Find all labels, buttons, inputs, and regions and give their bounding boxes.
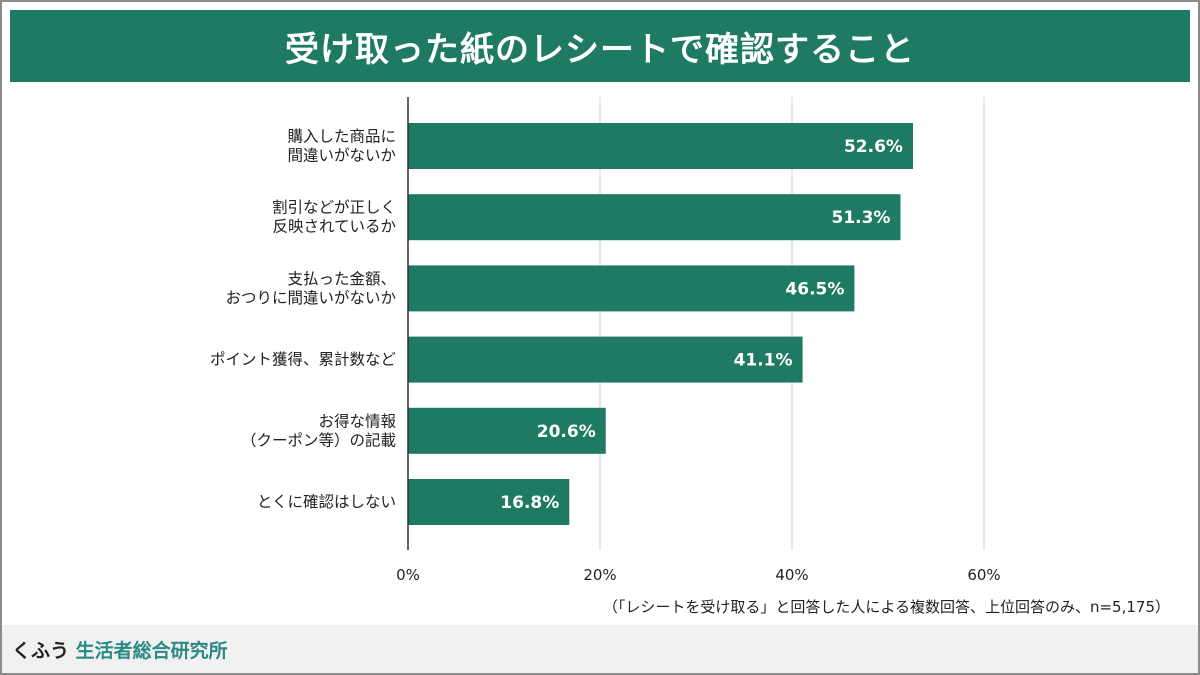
data-label: 51.3% xyxy=(831,208,890,228)
category-label: （クーポン等）の記載 xyxy=(241,431,396,449)
bar xyxy=(408,479,570,525)
data-label: 46.5% xyxy=(785,279,844,299)
category-label: 反映されているか xyxy=(272,218,396,236)
bar xyxy=(408,407,606,454)
brand-name: 生活者総合研究所 xyxy=(75,640,228,662)
brand-logo: くふう 生活者総合研究所 xyxy=(12,636,228,663)
data-label: 20.6% xyxy=(537,422,596,442)
category-label: お得な情報 xyxy=(318,412,396,430)
data-label: 52.6% xyxy=(844,137,903,157)
brand-prefix: くふう xyxy=(12,640,70,662)
category-label: 支払った金額、 xyxy=(287,270,396,288)
chart-note: （「レシートを受け取る」と回答した人による複数回答、上位回答のみ、n=5,175… xyxy=(602,598,1170,616)
bar xyxy=(408,265,855,312)
footer: くふう 生活者総合研究所 xyxy=(2,625,1198,673)
chart-title: 受け取った紙のレシートで確認すること xyxy=(10,10,1190,82)
x-tick-label: 0% xyxy=(396,566,420,584)
category-label: 割引などが正しく xyxy=(272,199,396,217)
bar xyxy=(408,194,901,241)
bar xyxy=(408,336,803,383)
category-label: ポイント獲得、累計数など xyxy=(210,351,397,369)
x-tick-label: 40% xyxy=(775,566,808,584)
category-label: とくに確認はしない xyxy=(257,493,396,511)
x-tick-label: 20% xyxy=(583,566,616,584)
x-tick-label: 60% xyxy=(967,566,1000,584)
data-label: 41.1% xyxy=(734,351,793,371)
bar xyxy=(408,123,913,169)
category-label: おつりに間違いがないか xyxy=(225,289,396,307)
category-label: 購入した商品に xyxy=(287,128,396,146)
category-label: 間違いがないか xyxy=(287,147,396,165)
data-label: 16.8% xyxy=(500,493,559,513)
